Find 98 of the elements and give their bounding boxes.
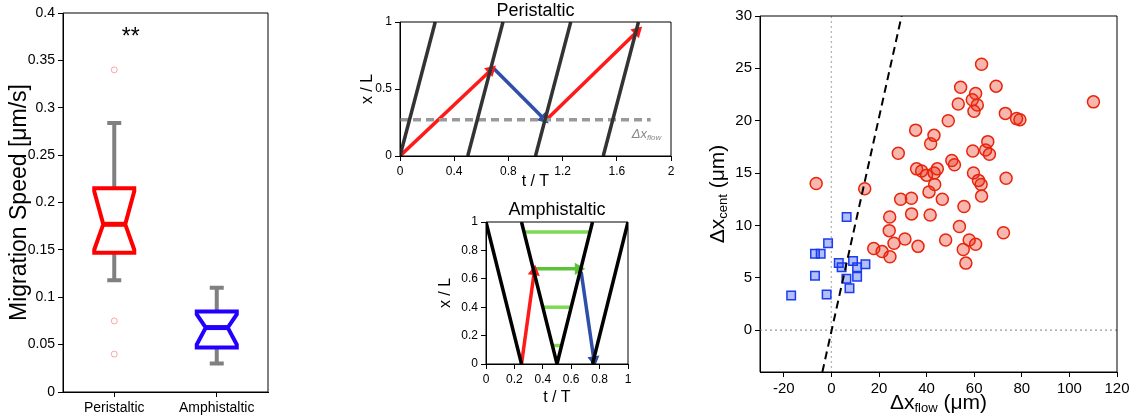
point (809, 176, 823, 191)
point (841, 212, 852, 223)
y-tick-label: 0.6 (461, 271, 479, 286)
point (882, 210, 897, 224)
x-axis-title: t / T (521, 172, 550, 190)
y-tick-label: 15 (735, 163, 752, 181)
chart-title: Amphistaltic (508, 198, 606, 219)
y-tick-label: 30 (735, 6, 752, 24)
point (982, 147, 997, 161)
point (957, 199, 971, 214)
point (911, 239, 925, 254)
y-tick-label: 0.4 (461, 299, 479, 314)
y-axis-title: x / L (436, 277, 454, 309)
point (887, 236, 901, 250)
point (891, 146, 906, 160)
point (953, 80, 968, 94)
point (852, 271, 863, 282)
point (952, 219, 967, 234)
x-tick-label: 0 (396, 163, 404, 178)
y-tick-label: 0.5 (375, 81, 393, 96)
y-tick-label: 25 (735, 58, 752, 76)
point (883, 250, 897, 264)
point (966, 144, 980, 158)
point (974, 57, 989, 71)
point (821, 289, 832, 300)
point (809, 270, 820, 281)
y-tick-label: 0.3 (35, 98, 56, 115)
y-tick-label: 0.05 (27, 335, 56, 352)
point (786, 290, 797, 301)
x-tick-label: 1 (624, 371, 632, 386)
y-tick-label: 0.2 (461, 327, 479, 342)
point (959, 256, 973, 270)
point (823, 238, 834, 249)
point (882, 223, 896, 238)
point (999, 171, 1013, 186)
y-tick-label: 0.2 (35, 193, 56, 210)
point (908, 123, 923, 137)
point (923, 208, 937, 222)
x-tick-label: 0.8 (591, 371, 609, 386)
x-tick-label: 80 (1013, 379, 1031, 397)
y-tick-label: 20 (735, 110, 752, 128)
point (956, 242, 970, 257)
point (904, 191, 919, 205)
point (947, 157, 962, 172)
point (951, 97, 965, 111)
point (968, 237, 983, 252)
y-tick-label: 0 (385, 148, 393, 163)
point (930, 162, 945, 176)
y-axis-title: Δxcent (μm) (704, 144, 731, 244)
point (898, 232, 912, 246)
y-tick-label: 0 (471, 356, 479, 371)
y-tick-label: 5 (743, 267, 752, 285)
point (815, 248, 826, 259)
point (860, 259, 871, 270)
chart-title: Peristaltic (496, 0, 575, 20)
x-tick-label: 0.8 (500, 163, 518, 178)
point (968, 86, 983, 101)
y-tick-label: 0 (743, 320, 752, 338)
x-tick-label: -20 (772, 379, 795, 397)
x-tick-label: 0.6 (562, 371, 580, 386)
point (938, 233, 953, 247)
y-tick-label: 1 (471, 214, 479, 229)
point (998, 106, 1013, 121)
y-axis-title: x / L (358, 73, 376, 105)
x-tick-label: 1.2 (554, 163, 572, 178)
x-tick-label: 100 (1056, 379, 1082, 397)
y-tick-label: 0.35 (27, 51, 56, 68)
y-tick-label: 1 (385, 14, 393, 29)
point (893, 192, 908, 206)
point (974, 177, 988, 192)
point (844, 283, 855, 294)
x-tick-label: 1.6 (608, 163, 626, 178)
point (1086, 95, 1101, 109)
y-tick-label: 10 (735, 215, 752, 233)
x-tick-label: 0 (482, 371, 490, 386)
point (927, 177, 942, 192)
point (1013, 112, 1027, 127)
point (970, 98, 985, 112)
point (996, 225, 1011, 240)
point (981, 134, 995, 149)
y-tick-label: 0.1 (35, 288, 56, 305)
point (927, 128, 941, 143)
point (935, 192, 950, 206)
annotation: ** (121, 22, 140, 49)
x-tick-label: 0.4 (534, 371, 552, 386)
point (974, 189, 989, 203)
x-tick-label: 0.4 (445, 163, 463, 178)
y-tick-label: 0.4 (35, 3, 56, 20)
point (941, 113, 956, 128)
point (989, 79, 1003, 93)
x-tick-label: 2 (667, 163, 675, 178)
x-tick-label: 0.2 (506, 371, 524, 386)
x-tick-label: 120 (1104, 379, 1130, 397)
x-tick-label: 20 (870, 379, 888, 397)
x-axis-title: t / T (543, 388, 571, 406)
point (904, 207, 919, 221)
x-tick-label: 0 (827, 379, 836, 397)
y-tick-label: 0.8 (461, 242, 479, 257)
